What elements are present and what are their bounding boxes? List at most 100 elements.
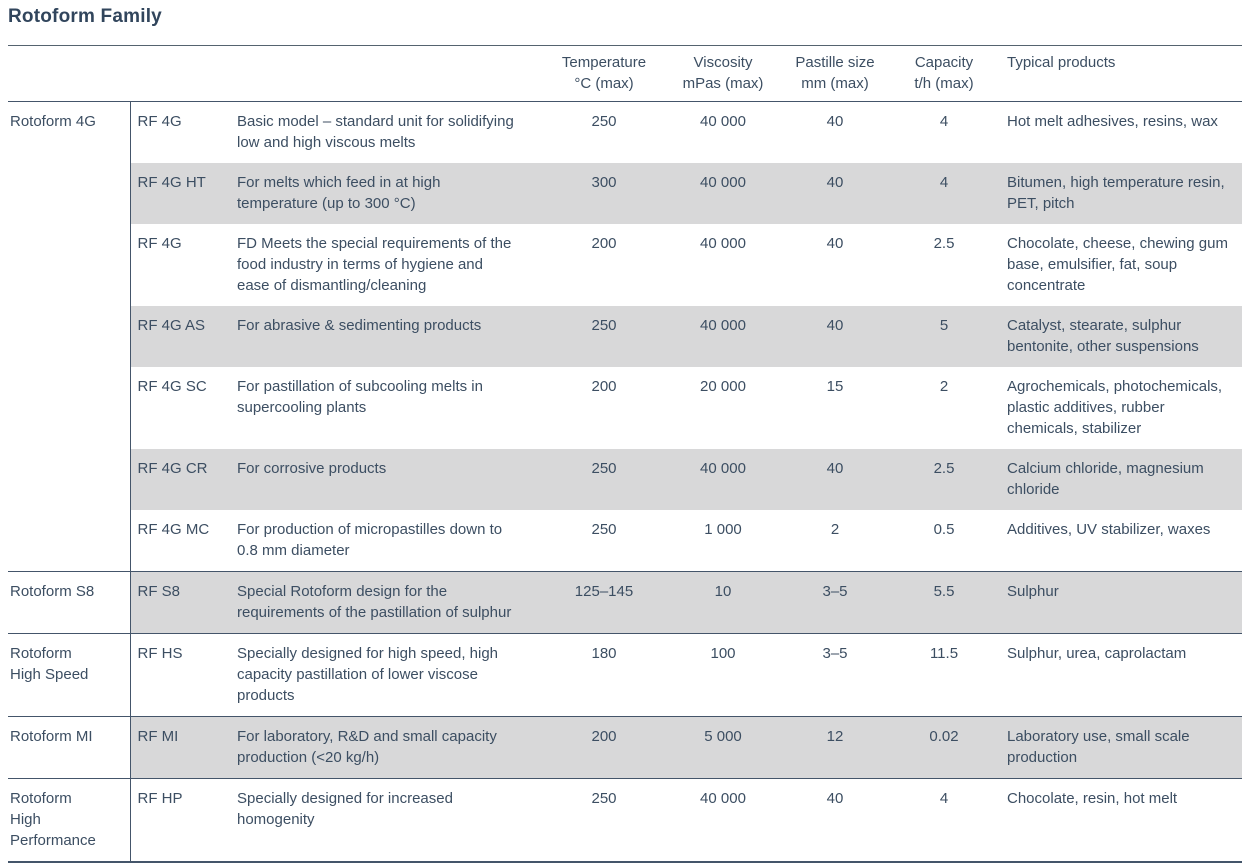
col-header-label: Typical products <box>1007 54 1116 71</box>
model-code-cell: RF 4G MC <box>137 521 210 538</box>
viscosity-cell: 1 000 <box>704 521 742 538</box>
typical-products-cell: Chocolate, resin, hot melt <box>996 778 1242 862</box>
col-header-description <box>237 45 540 102</box>
col-header-temperature: Temperature °C (max) <box>540 45 668 102</box>
description-cell: For laboratory, R&D and small capacity p… <box>237 716 540 779</box>
description-cell: For production of micropastilles down to… <box>237 521 503 559</box>
typical-products-cell: Catalyst, stearate, sulphur bentonite, o… <box>996 306 1242 367</box>
capacity-cell: 4 <box>892 101 996 163</box>
typical-products-cell: Bitumen, high temperature resin, PET, pi… <box>996 163 1242 224</box>
pastille-size-cell: 12 <box>778 716 892 779</box>
model-code-cell: RF 4G <box>130 101 237 163</box>
description-cell: For pastillation of subcooling melts in … <box>237 378 483 416</box>
col-header-sublabel: mm (max) <box>801 75 869 92</box>
temperature-cell: 180 <box>540 633 668 717</box>
typical-products-cell: Additives, UV stabilizer, waxes <box>1007 521 1211 538</box>
col-header-label: Viscosity <box>693 54 753 71</box>
capacity-cell: 0.02 <box>892 716 996 779</box>
table-row: Rotoform MI RF MI For laboratory, R&D and … <box>8 716 1242 779</box>
pastille-size-cell: 40 <box>778 306 892 367</box>
pastille-size-cell: 3–5 <box>778 633 892 717</box>
temperature-cell: 250 <box>540 449 668 510</box>
table-row: RF 4G SC For pastillation of subcooling m… <box>8 367 1242 449</box>
temperature-cell: 200 <box>591 235 617 252</box>
temperature-cell: 250 <box>540 306 668 367</box>
typical-products-cell: Calcium chloride, magnesium chloride <box>996 449 1242 510</box>
model-code-cell: RF 4G AS <box>130 306 237 367</box>
temperature-cell: 250 <box>540 778 668 862</box>
description-cell: Special Rotoform design for the requirem… <box>237 571 540 634</box>
pastille-size-cell: 40 <box>778 778 892 862</box>
temperature-cell: 125–145 <box>540 571 668 634</box>
viscosity-cell: 20 000 <box>700 378 746 395</box>
typical-products-cell: Chocolate, cheese, chewing gum base, emu… <box>1007 235 1228 294</box>
table-row: Rotoform High Performance RF HP Specially … <box>8 778 1242 862</box>
viscosity-cell: 5 000 <box>668 716 778 779</box>
description-cell: FD Meets the special requirements of the… <box>237 235 512 294</box>
group-label-cell: Rotoform S8 <box>8 571 131 634</box>
col-header-typical-products: Typical products <box>996 45 1242 102</box>
viscosity-cell: 40 000 <box>668 306 778 367</box>
col-header-capacity: Capacity t/h (max) <box>892 45 996 102</box>
model-code-cell: RF HS <box>130 633 237 717</box>
col-header-sublabel: °C (max) <box>574 75 634 92</box>
pastille-size-cell: 2 <box>830 521 840 538</box>
capacity-cell: 2.5 <box>933 235 955 252</box>
col-header-group <box>8 45 130 102</box>
table-row: RF 4G FD Meets the special requirements o… <box>8 224 1242 306</box>
col-header-pastille-size: Pastille size mm (max) <box>778 45 892 102</box>
page-title: Rotoform Family <box>8 6 162 27</box>
capacity-cell: 11.5 <box>892 633 996 717</box>
pastille-size-cell: 3–5 <box>778 571 892 634</box>
group-label-cell: Rotoform High Performance <box>8 778 131 862</box>
viscosity-cell: 10 <box>668 571 778 634</box>
group-label-cell: Rotoform High Speed <box>8 633 131 717</box>
col-header-viscosity: Viscosity mPas (max) <box>668 45 778 102</box>
col-header-label: Pastille size <box>795 54 875 71</box>
capacity-cell: 4 <box>892 163 996 224</box>
pastille-size-cell: 15 <box>826 378 844 395</box>
col-header-sublabel: t/h (max) <box>914 75 974 92</box>
model-code-cell: RF S8 <box>130 571 237 634</box>
typical-products-cell: Hot melt adhesives, resins, wax <box>996 101 1242 163</box>
temperature-cell: 200 <box>591 378 617 395</box>
viscosity-cell: 40 000 <box>668 778 778 862</box>
col-header-sublabel: mPas (max) <box>682 75 764 92</box>
description-cell: Basic model – standard unit for solidify… <box>237 101 540 163</box>
capacity-cell: 4 <box>892 778 996 862</box>
pastille-size-cell: 40 <box>826 235 844 252</box>
header-row: Temperature °C (max) Viscosity mPas (max… <box>8 45 1242 102</box>
model-code-cell: RF 4G CR <box>130 449 237 510</box>
viscosity-cell: 40 000 <box>700 235 746 252</box>
table-row: RF 4G HT For melts which feed in at high … <box>8 163 1242 224</box>
pastille-size-cell: 40 <box>778 101 892 163</box>
table-header: Temperature °C (max) Viscosity mPas (max… <box>8 45 1242 102</box>
capacity-cell: 0.5 <box>933 521 955 538</box>
viscosity-cell: 40 000 <box>668 163 778 224</box>
description-cell: Specially designed for high speed, high … <box>237 633 540 717</box>
pastille-size-cell: 40 <box>778 163 892 224</box>
description-cell: Specially designed for increased homogen… <box>237 778 540 862</box>
pastille-size-cell: 40 <box>778 449 892 510</box>
group-label-cell: Rotoform MI <box>8 716 131 779</box>
capacity-cell: 5 <box>892 306 996 367</box>
capacity-cell: 5.5 <box>892 571 996 634</box>
table-row: RF 4G CR For corrosive products 250 40 000 4… <box>8 449 1242 510</box>
model-code-cell: RF 4G SC <box>137 378 207 395</box>
table-row: Rotoform 4G RF 4G Basic model – standard u… <box>8 101 1242 572</box>
typical-products-cell: Agrochemicals, photochemicals, plastic a… <box>1007 378 1223 437</box>
typical-products-cell: Laboratory use, small scale production <box>996 716 1242 779</box>
col-header-model <box>130 45 237 102</box>
table-row: RF 4G AS For abrasive & sedimenting produ… <box>8 306 1242 367</box>
group-label-cell: Rotoform 4G <box>8 101 131 572</box>
viscosity-cell: 100 <box>668 633 778 717</box>
model-code-cell: RF 4G <box>137 235 182 252</box>
table-row: Rotoform S8 RF S8 Special Rotoform design … <box>8 571 1242 634</box>
viscosity-cell: 40 000 <box>668 101 778 163</box>
typical-products-cell: Sulphur <box>996 571 1242 634</box>
description-cell: For corrosive products <box>237 449 540 510</box>
model-code-cell: RF 4G HT <box>130 163 237 224</box>
temperature-cell: 300 <box>540 163 668 224</box>
viscosity-cell: 40 000 <box>668 449 778 510</box>
